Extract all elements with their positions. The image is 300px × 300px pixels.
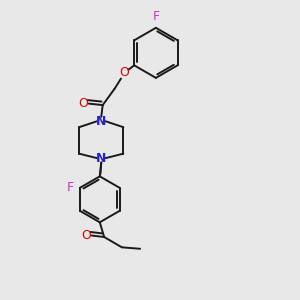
Text: O: O [79,97,88,110]
Text: F: F [67,181,74,194]
Text: N: N [96,115,106,128]
Text: N: N [96,152,106,165]
Text: F: F [152,11,160,23]
Text: O: O [119,66,129,79]
Text: O: O [82,229,92,242]
